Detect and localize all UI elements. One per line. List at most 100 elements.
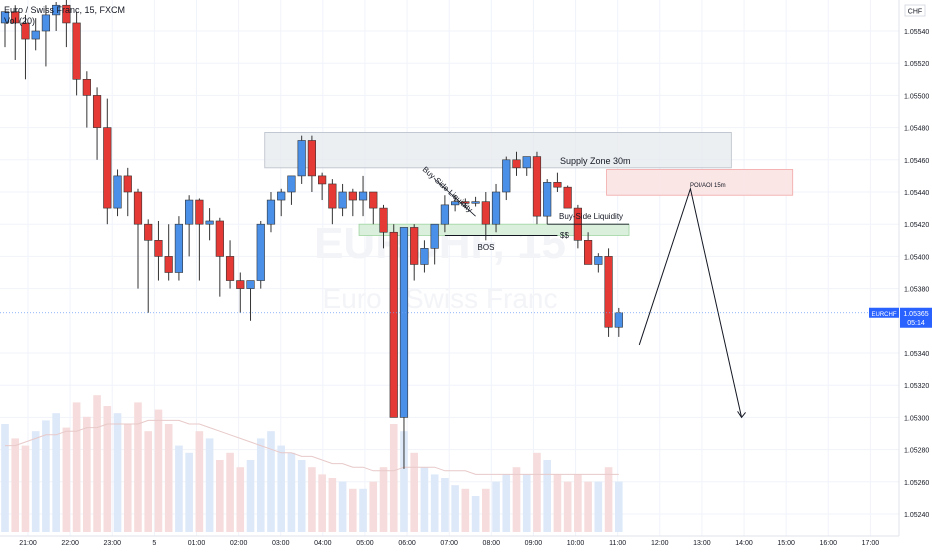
- candle-body: [277, 191, 286, 201]
- volume-bar: [502, 474, 511, 532]
- volume-bar: [21, 445, 30, 532]
- ss-label: $$: [560, 231, 569, 240]
- volume-bar: [185, 452, 193, 532]
- time-tick-label: 04:00: [314, 540, 332, 547]
- price-tick-label: 1.05300: [904, 415, 929, 422]
- price-axis-bg: [899, 0, 932, 550]
- drawings: [434, 178, 746, 419]
- volume-bar: [492, 481, 500, 532]
- candle-body: [287, 175, 296, 193]
- volume-bar: [441, 478, 449, 532]
- candle-body: [52, 4, 61, 16]
- time-tick-label: 21:00: [19, 540, 37, 547]
- time-tick-label: 09:00: [525, 540, 543, 547]
- volume-bar: [400, 431, 408, 532]
- price-tick-label: 1.05400: [904, 254, 929, 261]
- volume-bar: [563, 481, 572, 532]
- volume-bar: [277, 445, 286, 532]
- candle-body: [154, 240, 163, 257]
- volume-bar: [72, 402, 81, 532]
- price-tick-label: 1.05420: [904, 222, 929, 229]
- volume-ma-line: [5, 419, 619, 475]
- volume-bar: [308, 467, 316, 532]
- candle-body: [481, 201, 490, 225]
- time-tick-label: 23:00: [103, 540, 121, 547]
- watermark-name: Euro / Swiss Franc: [323, 283, 558, 314]
- time-tick-label: 02:00: [230, 540, 248, 547]
- candle-body: [522, 156, 531, 169]
- volume-bar: [604, 467, 613, 532]
- time-tick-label: 05:00: [356, 540, 374, 547]
- time-tick-label: 13:00: [693, 540, 711, 547]
- currency-box: [904, 4, 926, 17]
- volume-bar: [236, 467, 245, 532]
- volume-bar: [359, 488, 367, 532]
- time-tick-label: 08:00: [483, 540, 501, 547]
- candle-body: [420, 248, 429, 265]
- candle-body: [584, 240, 593, 265]
- time-axis[interactable]: [0, 535, 932, 550]
- last-price-marker: EURCHF 1.05365 05:14: [0, 307, 932, 328]
- volume-bar: [123, 424, 132, 532]
- volume-bar: [410, 452, 418, 532]
- volume-bar: [584, 481, 592, 532]
- volume-indicator-label[interactable]: Vol (20): [4, 16, 36, 26]
- price-tick-label: 1.05320: [904, 383, 929, 390]
- bos-label: BOS: [478, 243, 495, 252]
- supply-zone-label: Supply Zone 30m: [560, 156, 631, 166]
- price-tick-label: 1.05540: [904, 29, 929, 36]
- price-tick-label: 1.05240: [904, 512, 929, 519]
- volume-bar: [164, 424, 173, 532]
- volume-bar: [451, 485, 459, 532]
- time-tick-label: 07:00: [440, 540, 458, 547]
- candle-body: [103, 127, 112, 209]
- candle-body: [430, 223, 439, 249]
- candle-body: [0, 11, 10, 24]
- candle-body: [379, 207, 388, 233]
- candle-body: [11, 11, 20, 24]
- price-tick-label: 1.05460: [904, 158, 929, 165]
- candle-body: [185, 199, 194, 225]
- candle-body: [369, 191, 378, 209]
- time-tick-label: 22:00: [61, 540, 79, 547]
- volume-bar: [175, 445, 183, 532]
- candle-body: [604, 256, 613, 328]
- time-tick-label: 10:00: [567, 540, 585, 547]
- volume-bar: [574, 474, 582, 532]
- volume-bar: [297, 460, 306, 532]
- time-axis-bg: [0, 536, 932, 550]
- volume-bar: [226, 452, 234, 532]
- volume-bar: [349, 488, 357, 532]
- volume-bar: [144, 431, 153, 532]
- candle-body: [389, 231, 398, 418]
- volume-bar: [471, 496, 480, 532]
- volume-bar: [338, 481, 347, 532]
- volume-bar: [256, 438, 265, 532]
- volume-bar: [461, 488, 470, 532]
- time-tick-label: 11:00: [609, 540, 626, 547]
- candle-body: [297, 140, 306, 177]
- price-tick-label: 1.05520: [904, 61, 929, 68]
- volume-bar: [522, 474, 531, 532]
- volume-bar: [93, 395, 101, 532]
- volume-bar: [389, 424, 398, 532]
- candle-body: [614, 312, 623, 328]
- candle-body: [399, 227, 409, 418]
- candle-body: [338, 191, 347, 209]
- last-price-label: 1.05365: [903, 311, 928, 318]
- volume-bar: [287, 452, 296, 532]
- buy-side-liquidity-label: Buy-Side Liquidity: [559, 212, 623, 221]
- candle-body: [410, 227, 419, 265]
- candle-body: [246, 280, 255, 289]
- candle-body: [123, 175, 132, 193]
- volume-bar: [195, 431, 204, 532]
- volume-bar: [154, 409, 163, 532]
- symbol-title[interactable]: Euro / Swiss Franc, 15, FXCM: [4, 5, 126, 15]
- candle-body: [491, 191, 501, 225]
- candle-body: [594, 256, 603, 265]
- price-tick-label: 1.05440: [904, 190, 929, 197]
- price-axis[interactable]: CHF: [898, 0, 932, 550]
- price-tick-label: 1.05500: [904, 93, 929, 100]
